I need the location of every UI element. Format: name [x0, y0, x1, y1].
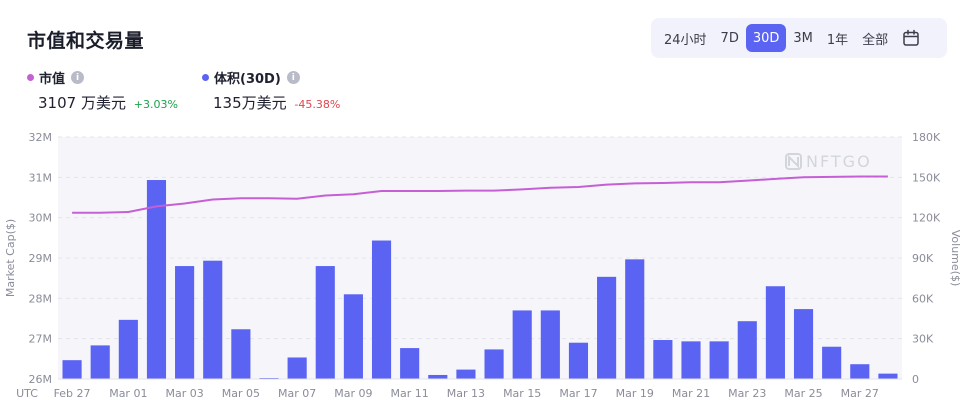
volume-bar[interactable]	[878, 373, 898, 379]
volume-bar[interactable]	[90, 345, 110, 379]
left-axis-tick-label: 26M	[29, 373, 53, 386]
volume-bar[interactable]	[653, 340, 673, 379]
volume-bar[interactable]	[428, 374, 448, 379]
left-axis-tick-label: 28M	[29, 292, 53, 305]
volume-bar[interactable]	[456, 369, 476, 379]
info-icon[interactable]: i	[71, 71, 85, 84]
volume-bar[interactable]	[765, 286, 785, 379]
market-cap-change: +3.03%	[133, 98, 178, 111]
right-axis-tick-label: 90K	[912, 252, 934, 265]
volume-bar[interactable]	[625, 259, 645, 379]
left-axis-label: Market Cap($)	[4, 219, 17, 297]
range-1y-button[interactable]: 1年	[826, 32, 849, 48]
x-axis-tick-label: Mar 11	[391, 387, 429, 400]
x-axis-tick-label: Mar 05	[222, 387, 260, 400]
nftgo-watermark: NFTGO	[785, 152, 872, 171]
x-axis-tick-label: Mar 19	[616, 387, 654, 400]
x-axis-tick-label: Mar 21	[672, 387, 710, 400]
x-axis-tick-label: Mar 27	[841, 387, 879, 400]
time-range-selector: 24小时 7D 30D 3M 1年 全部	[651, 18, 947, 58]
right-axis-tick-label: 180K	[912, 131, 941, 144]
x-axis-tick-label: UTC	[16, 387, 38, 400]
volume-bar[interactable]	[484, 349, 504, 379]
volume-value: 135万美元	[213, 94, 287, 112]
x-axis-tick-label: Mar 09	[334, 387, 372, 400]
right-axis-tick-label: 120K	[912, 212, 941, 225]
x-axis-tick-label: Mar 07	[278, 387, 316, 400]
range-24h-button[interactable]: 24小时	[664, 32, 707, 48]
market-cap-stat: 市值 i 3107 万美元 +3.03%	[27, 68, 178, 113]
left-axis-tick-label: 27M	[29, 333, 53, 346]
right-axis-tick-label: 0	[912, 373, 919, 386]
range-7d-button[interactable]: 7D	[720, 30, 739, 46]
right-axis-label: Volume($)	[949, 230, 962, 287]
range-3m-button[interactable]: 3M	[793, 30, 813, 46]
x-axis-tick-label: Mar 01	[109, 387, 147, 400]
volume-bar[interactable]	[62, 360, 82, 379]
volume-bar[interactable]	[118, 319, 138, 379]
volume-bar[interactable]	[512, 310, 532, 379]
right-axis-tick-label: 60K	[912, 292, 934, 305]
volume-bar[interactable]	[793, 309, 814, 379]
volume-change: -45.38%	[294, 98, 341, 111]
range-all-button[interactable]: 全部	[862, 32, 889, 48]
volume-bar[interactable]	[681, 341, 701, 379]
card-title: 市值和交易量	[27, 30, 145, 52]
volume-bar[interactable]	[315, 266, 335, 379]
x-axis-tick-label: Mar 23	[728, 387, 766, 400]
volume-bar[interactable]	[597, 276, 617, 379]
volume-bar[interactable]	[709, 341, 729, 379]
info-icon[interactable]: i	[286, 71, 300, 84]
x-axis-tick-label: Mar 17	[559, 387, 597, 400]
left-axis-tick-label: 30M	[29, 212, 53, 225]
right-axis-tick-label: 30K	[912, 333, 934, 346]
x-axis-tick-label: Mar 25	[784, 387, 822, 400]
left-axis-tick-label: 31M	[29, 171, 53, 184]
volume-legend-dot	[202, 74, 209, 81]
left-axis-tick-label: 29M	[29, 252, 53, 265]
market-cap-value: 3107 万美元	[38, 94, 126, 112]
x-axis-tick-label: Mar 15	[503, 387, 541, 400]
volume-bar[interactable]	[287, 357, 307, 379]
market-cap-label: 市值	[39, 72, 66, 87]
plot-background	[58, 137, 902, 379]
volume-bar[interactable]	[850, 364, 870, 379]
x-axis-tick-label: Mar 13	[447, 387, 485, 400]
volume-label: 体积(30D)	[214, 72, 281, 87]
volume-bar[interactable]	[343, 294, 363, 379]
volume-bar[interactable]	[231, 329, 251, 379]
volume-stat: 体积(30D) i 135万美元 -45.38%	[202, 68, 340, 113]
watermark-text: NFTGO	[806, 152, 872, 171]
calendar-icon[interactable]	[897, 24, 925, 52]
volume-bar[interactable]	[146, 180, 167, 379]
market-cap-line	[72, 175, 888, 214]
volume-bar[interactable]	[540, 310, 560, 379]
volume-bar[interactable]	[568, 342, 589, 379]
range-30d-button[interactable]: 30D	[745, 24, 787, 52]
volume-bar[interactable]	[737, 321, 757, 379]
volume-bar[interactable]	[371, 240, 392, 379]
market-cap-legend-dot	[27, 74, 34, 81]
volume-bar[interactable]	[400, 348, 420, 379]
right-axis-tick-label: 150K	[912, 171, 941, 184]
market-cap-volume-chart: NFTGO 26M 0 27M 30K 28M 60K 29M 90K 30M 120K 31M 15…	[4, 131, 962, 400]
x-axis-tick-label: Mar 03	[165, 387, 203, 400]
volume-bar[interactable]	[175, 266, 195, 379]
volume-bar[interactable]	[822, 346, 842, 379]
x-axis-tick-label: Feb 27	[54, 387, 91, 400]
volume-bar[interactable]	[203, 260, 223, 379]
left-axis-tick-label: 32M	[29, 131, 53, 144]
